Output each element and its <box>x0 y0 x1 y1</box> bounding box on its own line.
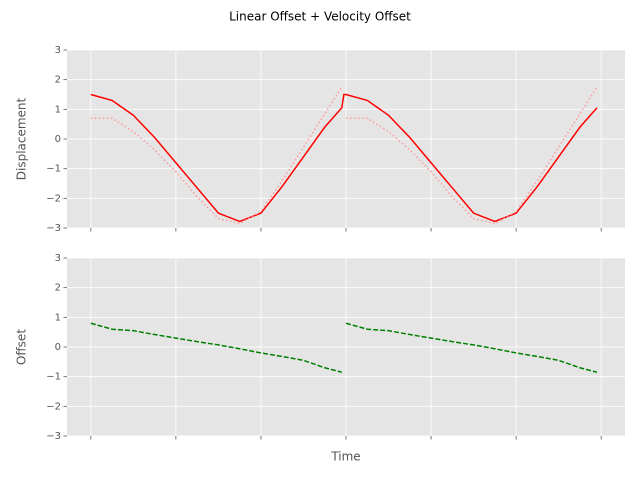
y-tick-label: −3 <box>46 223 61 234</box>
y-axis-label: Offset <box>15 329 29 365</box>
y-tick-label: 1 <box>55 312 61 323</box>
figure-title: Linear Offset + Velocity Offset <box>229 10 411 24</box>
series-line <box>90 322 598 373</box>
x-axis-label: Time <box>330 450 360 464</box>
y-tick-label: 2 <box>55 283 61 294</box>
series-line <box>90 93 598 223</box>
y-tick-label: −3 <box>46 431 61 442</box>
y-tick-label: −2 <box>46 401 61 412</box>
y-tick-label: 3 <box>55 253 61 264</box>
y-tick-label: −1 <box>46 164 61 175</box>
series-line <box>90 86 598 225</box>
y-tick-label: 0 <box>55 134 61 145</box>
y-tick-label: −2 <box>46 193 61 204</box>
y-tick-label: 3 <box>55 45 61 56</box>
y-tick-label: 1 <box>55 104 61 115</box>
y-tick-label: 0 <box>55 342 61 353</box>
y-tick-label: −1 <box>46 372 61 383</box>
y-axis-label: Displacement <box>15 97 29 180</box>
y-tick-label: 2 <box>55 75 61 86</box>
